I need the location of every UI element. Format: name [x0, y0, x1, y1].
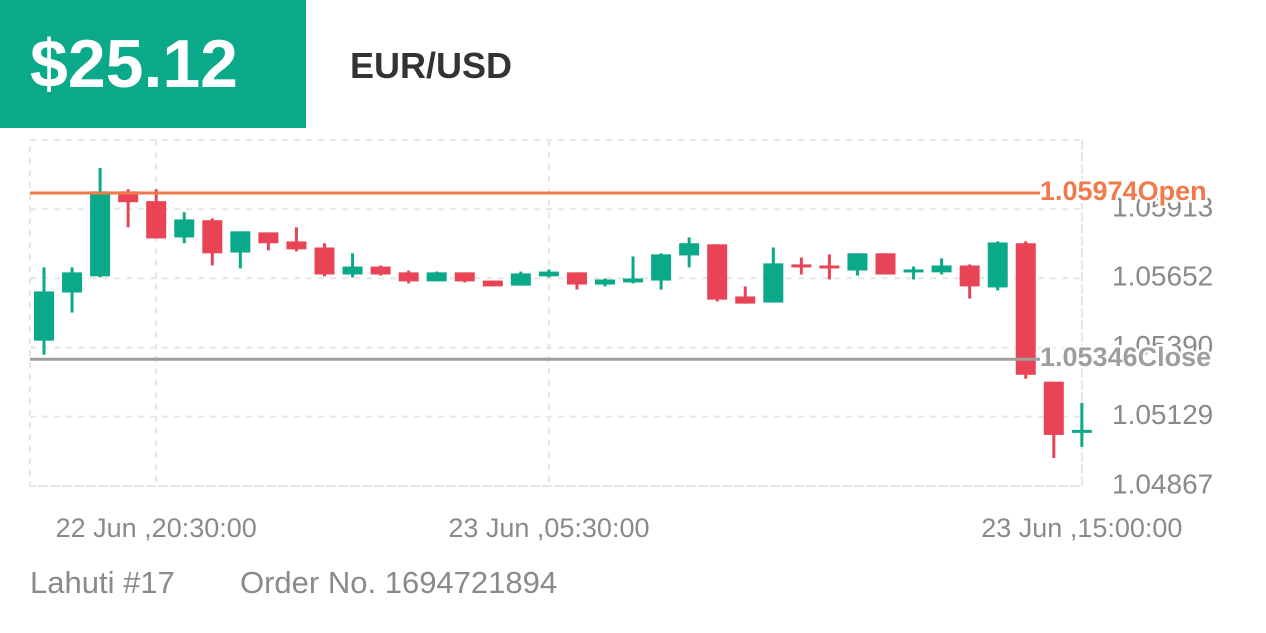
candle-body — [987, 242, 1008, 288]
candle-body — [454, 272, 475, 282]
candle-body — [1015, 243, 1036, 375]
y-tick-label: 1.05652 — [1112, 261, 1213, 292]
candle-body — [566, 272, 587, 285]
x-tick-label: 23 Jun ,05:30:00 — [448, 513, 649, 543]
y-tick-label: 1.05913 — [1112, 191, 1213, 222]
candle-body — [426, 272, 447, 282]
amount: $25.12 — [30, 26, 238, 102]
candle-body — [174, 219, 195, 238]
candle-body — [398, 272, 419, 282]
candle-body — [342, 266, 363, 275]
candle-body — [1043, 381, 1064, 435]
candle-body — [847, 253, 868, 271]
candle-body — [931, 265, 952, 273]
candle-body — [595, 279, 615, 285]
candle-body — [819, 265, 840, 269]
candle-body — [370, 266, 391, 275]
candle-body — [763, 263, 784, 303]
candle-body — [791, 264, 812, 268]
candle-body — [510, 273, 531, 286]
candle-body — [286, 241, 307, 250]
candle-body — [707, 244, 728, 300]
candle-body — [482, 280, 503, 287]
reference-value: 1.05974 — [1040, 176, 1138, 206]
y-tick-label: 1.04867 — [1112, 468, 1213, 499]
order-number: Order No. 1694721894 — [240, 565, 558, 600]
reference-name: Open — [1138, 176, 1207, 206]
candle-body — [62, 272, 83, 293]
reference-label: 1.05974Open — [1040, 176, 1207, 206]
candle-body — [118, 191, 139, 203]
currency-pair: EUR/USD — [350, 45, 513, 86]
candle-body — [230, 231, 251, 253]
amount-badge: $25.12 — [0, 0, 306, 128]
reference-name: Close — [1138, 342, 1212, 372]
candle-body — [623, 278, 644, 283]
y-tick-label: 1.05390 — [1112, 330, 1213, 361]
candle-body — [34, 291, 54, 341]
candle-body — [959, 265, 980, 287]
candle-body — [679, 243, 700, 256]
x-tick-label: 23 Jun ,15:00:00 — [981, 513, 1182, 543]
candle-body — [202, 220, 223, 254]
reference-label: 1.05346Close — [1040, 342, 1211, 372]
candle-body — [651, 254, 672, 281]
candle-body — [146, 201, 167, 239]
candle-body — [875, 253, 896, 275]
candle-body — [314, 247, 335, 275]
candle-body — [735, 296, 756, 304]
candle-body — [1071, 429, 1092, 433]
y-tick-label: 1.05129 — [1112, 399, 1213, 430]
candle-body — [538, 271, 559, 277]
account-label: Lahuti #17 — [30, 565, 175, 600]
reference-value: 1.05346 — [1040, 342, 1138, 372]
candle-body — [258, 232, 279, 244]
candle-body — [90, 191, 111, 277]
candle-body — [903, 269, 924, 273]
x-tick-label: 22 Jun ,20:30:00 — [56, 513, 257, 543]
